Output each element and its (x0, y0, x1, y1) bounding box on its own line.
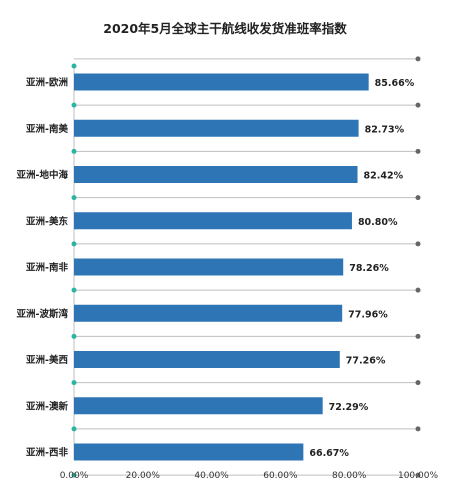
category-label: 亚洲-西非 (26, 447, 68, 459)
bar (74, 397, 323, 415)
axis-dot (71, 333, 77, 339)
value-label: 78.26% (349, 263, 389, 274)
category-label: 亚洲-南美 (26, 123, 68, 135)
x-tick-label: 0.00% (60, 471, 89, 481)
value-label: 82.73% (365, 124, 405, 135)
value-label: 72.29% (329, 402, 369, 413)
category-label: 亚洲-美东 (26, 215, 68, 227)
chart-bars (74, 73, 369, 461)
axis-dot (71, 380, 77, 386)
bar (74, 119, 359, 137)
axis-dot (71, 287, 77, 293)
axis-dot (71, 63, 77, 69)
end-dot (415, 56, 421, 62)
value-labels: 85.66% 82.73% 82.42% 80.80% 78.26% 77.96% 77.2… (309, 78, 414, 459)
bar (74, 258, 344, 276)
category-label: 亚洲-地中海 (17, 169, 69, 181)
x-tick-label: 60.00% (263, 471, 298, 481)
value-label: 80.80% (358, 217, 398, 228)
x-tick-label: 20.00% (126, 471, 161, 481)
category-label: 亚洲-南非 (26, 262, 68, 274)
bar (74, 166, 358, 183)
end-dot (415, 287, 421, 293)
category-label: 亚洲-欧洲 (26, 77, 68, 89)
axis-dot (71, 426, 77, 432)
x-tick-label: 100.00% (398, 471, 438, 481)
x-tick-label: 40.00% (194, 471, 229, 481)
end-dot (415, 380, 421, 386)
bar (74, 212, 352, 230)
end-dot (415, 195, 421, 201)
chart-title: 2020年5月全球主干航线收发货准班率指数 (103, 21, 347, 36)
axis-dot (71, 102, 77, 108)
bar (74, 304, 343, 322)
x-axis-ticks: 0.00% 20.00% 40.00% 60.00% 80.00% 100.00% (60, 471, 439, 481)
bar (74, 73, 369, 91)
end-dot (415, 333, 421, 339)
end-dot (415, 102, 421, 108)
axis-dot (71, 241, 77, 247)
x-tick-label: 80.00% (332, 471, 367, 481)
axis-dot (71, 195, 77, 201)
category-labels: 亚洲-欧洲亚洲-南美亚洲-地中海亚洲-美东亚洲-南非亚洲-波斯湾亚洲-美西亚洲-… (17, 77, 69, 459)
category-label: 亚洲-美西 (26, 354, 68, 366)
bar (74, 443, 304, 461)
category-label: 亚洲-澳新 (26, 400, 68, 412)
end-dot (415, 241, 421, 247)
value-label: 66.67% (309, 448, 349, 459)
end-dot (415, 148, 421, 154)
end-dot (415, 426, 421, 432)
axis-dot (71, 472, 77, 478)
end-dot (415, 472, 421, 478)
category-label: 亚洲-波斯湾 (17, 308, 69, 320)
axis-dot (71, 148, 77, 154)
bar (74, 351, 340, 368)
value-label: 82.42% (364, 171, 404, 182)
value-label: 77.96% (348, 309, 388, 320)
value-label: 85.66% (375, 78, 415, 89)
value-label: 77.26% (346, 356, 386, 367)
chart-grid (71, 56, 421, 478)
